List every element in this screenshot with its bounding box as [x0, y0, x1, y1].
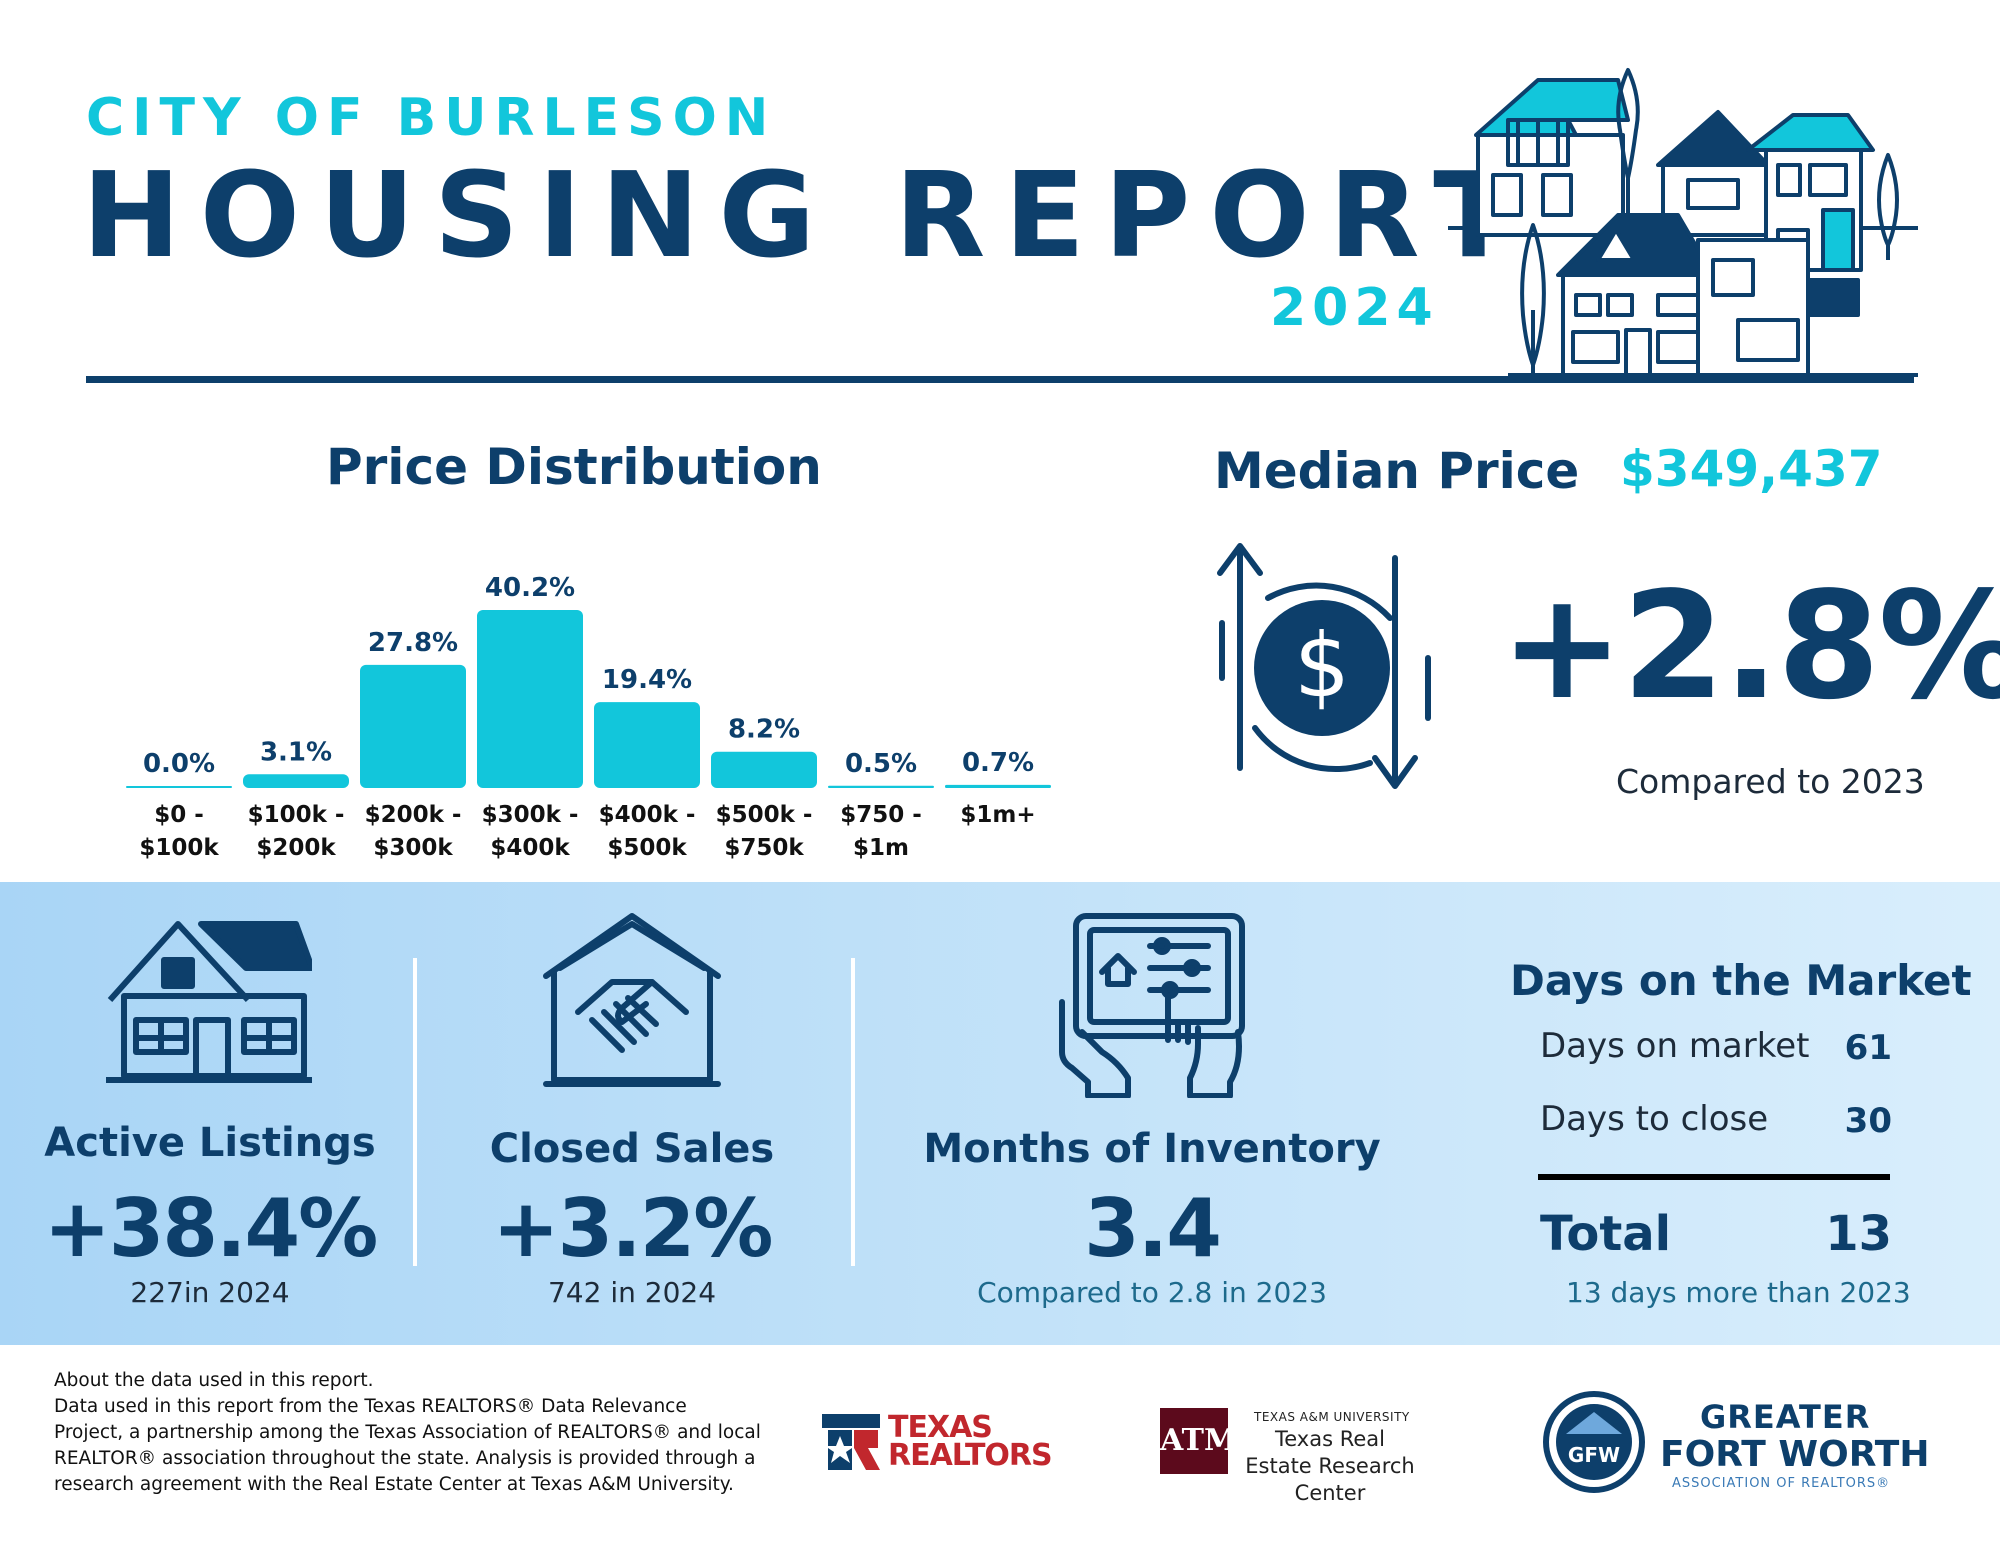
header-rule	[86, 376, 1914, 383]
handshake-icon	[543, 913, 721, 1087]
median-price-title: Median Price	[1214, 442, 1580, 500]
texas-realtors-line1: TEXAS	[888, 1410, 993, 1445]
category-label: $750k	[724, 835, 804, 861]
tamu-university-label: TEXAS A&M UNIVERSITY	[1254, 1410, 1410, 1424]
bar-6	[828, 785, 934, 788]
category-label: $200k -	[365, 802, 462, 828]
tamu-logo-mark: ATM	[1160, 1408, 1237, 1474]
median-price-change: +2.8%	[1500, 560, 2000, 732]
texas-realtors-logo: TEXAS REALTORS	[822, 1410, 1053, 1472]
bar-value-label: 8.2%	[728, 715, 800, 745]
days-total-value: 13	[1825, 1206, 1892, 1262]
category-label: $300k -	[482, 802, 579, 828]
days-total-sub: 13 days more than 2023	[1566, 1276, 1911, 1309]
report-title: HOUSING REPORT	[82, 146, 1533, 284]
gfw-line1: GREATER	[1700, 1398, 1871, 1436]
about-line: research agreement with the Real Estate …	[54, 1474, 734, 1495]
price-distribution-chart: 0.0% $0 - $100k 3.1% $100k - $200k 27.8% $200k …	[126, 573, 1051, 861]
bar-value-label: 27.8%	[368, 628, 458, 658]
days-to-close-value: 30	[1844, 1101, 1892, 1141]
category-label: $400k	[490, 835, 570, 861]
bar-7	[945, 784, 1051, 788]
bar-value-label: 0.5%	[845, 749, 917, 779]
price-distribution-title: Price Distribution	[326, 438, 822, 496]
active-listings-label: Active Listings	[44, 1120, 376, 1166]
inventory-label: Months of Inventory	[923, 1126, 1381, 1172]
active-listings-sub: 227in 2024	[130, 1276, 290, 1309]
tablet-hands-icon	[1059, 913, 1245, 1098]
closed-sales-value: +3.2%	[492, 1182, 774, 1275]
category-label: $200k	[256, 835, 336, 861]
bar-0	[126, 786, 232, 788]
bar-value-label: 0.0%	[143, 749, 215, 779]
bar-value-label: 40.2%	[485, 573, 575, 603]
stats-divider-1	[413, 958, 417, 1266]
about-data-text: About the data used in this report. Data…	[54, 1368, 794, 1498]
bar-value-label: 19.4%	[602, 665, 692, 695]
category-label: $100k -	[248, 802, 345, 828]
report-year: 2024	[1270, 278, 1439, 338]
bar-value-label: 0.7%	[962, 748, 1034, 778]
category-label: $100k	[139, 835, 219, 861]
active-listings-value: +38.4%	[43, 1182, 379, 1275]
days-on-market-label: Days on market	[1540, 1026, 1810, 1066]
texas-realtors-line2: REALTORS	[888, 1438, 1053, 1473]
gfw-logo-icon: GFW	[1543, 1391, 1645, 1493]
category-label: $1m	[853, 835, 909, 861]
gfw-mark-text: GFW	[1568, 1443, 1620, 1467]
stats-band	[0, 882, 2000, 1345]
days-on-market-value: 61	[1844, 1028, 1892, 1068]
gfw-line3: ASSOCIATION OF REALTORS®	[1672, 1476, 1891, 1491]
closed-sales-sub: 742 in 2024	[547, 1276, 717, 1309]
about-line: Data used in this report from the Texas …	[54, 1396, 687, 1417]
category-label: $300k	[373, 835, 453, 861]
bar-2	[360, 664, 466, 788]
category-label: $500k -	[716, 802, 813, 828]
bar-1	[243, 774, 349, 788]
about-line: Project, a partnership among the Texas A…	[54, 1422, 761, 1443]
tamu-center-name: Texas Real Estate Research Center	[1245, 1427, 1415, 1505]
bar-5	[711, 751, 817, 788]
about-line: REALTOR® association throughout the stat…	[54, 1448, 756, 1469]
bar-4	[594, 702, 700, 788]
house-icon	[106, 921, 312, 1083]
days-total-label: Total	[1540, 1206, 1672, 1262]
days-on-market-title: Days on the Market	[1510, 956, 1972, 1005]
median-price-compare: Compared to 2023	[1616, 762, 1925, 801]
inventory-value: 3.4	[1084, 1182, 1222, 1275]
median-price-value: $349,437	[1620, 440, 1883, 498]
about-line: About the data used in this report.	[54, 1370, 374, 1391]
stats-divider-2	[851, 958, 855, 1266]
category-label: $400k -	[599, 802, 696, 828]
category-label: $1m+	[960, 802, 1035, 828]
days-total-rule	[1538, 1174, 1890, 1180]
price-change-icon: $	[1217, 543, 1431, 789]
closed-sales-label: Closed Sales	[489, 1126, 775, 1172]
bar-3	[477, 610, 583, 788]
bar-value-label: 3.1%	[260, 737, 332, 767]
svg-text:$: $	[1294, 614, 1350, 717]
report-kicker: CITY OF BURLESON	[86, 88, 777, 148]
texas-star-icon	[822, 1414, 880, 1470]
category-label: $500k	[607, 835, 687, 861]
days-to-close-label: Days to close	[1540, 1099, 1769, 1139]
category-label: $0 -	[154, 802, 204, 828]
category-label: $750 -	[840, 802, 922, 828]
houses-illustration	[1448, 68, 1918, 377]
inventory-sub: Compared to 2.8 in 2023	[977, 1276, 1327, 1309]
gfw-line2: FORT WORTH	[1660, 1434, 1930, 1475]
